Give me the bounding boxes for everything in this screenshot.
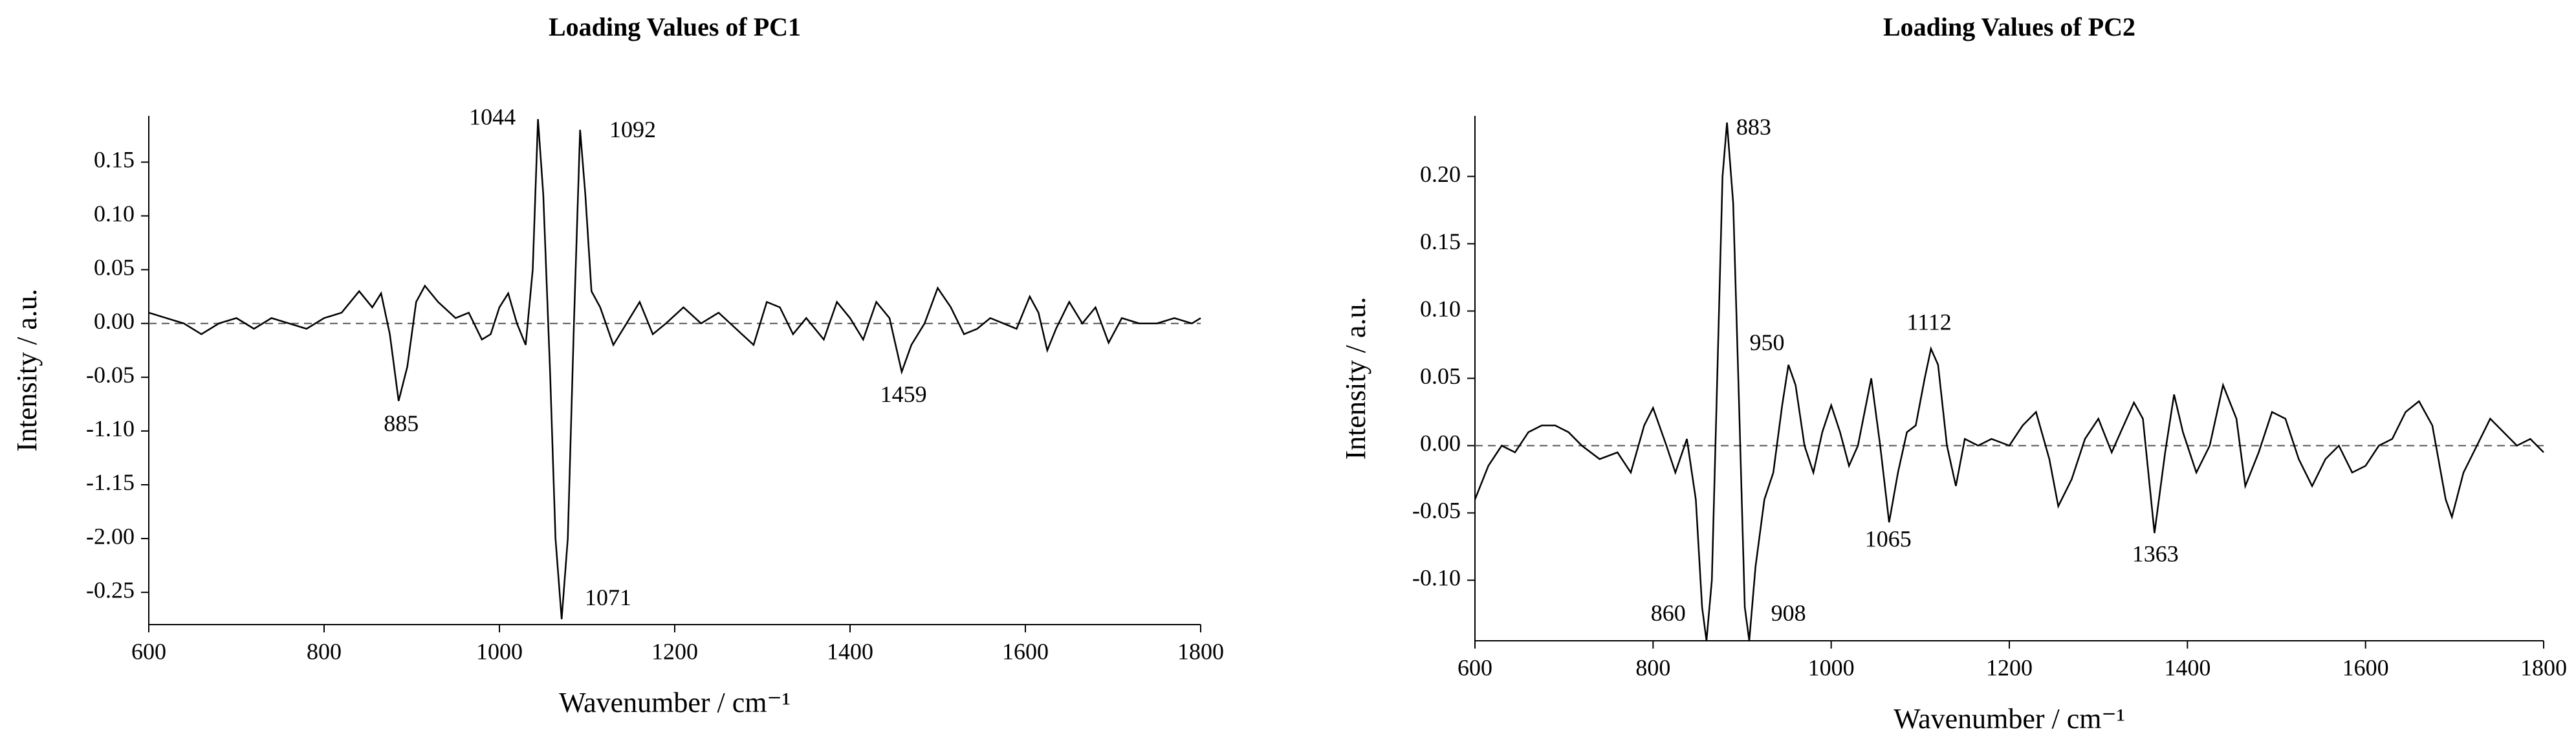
peak-label: 1363 [2132, 540, 2179, 566]
x-tick-label: 1600 [1002, 638, 1049, 664]
chart-title: Loading Values of PC2 [1883, 12, 2135, 41]
spectrum-line [1474, 122, 2544, 641]
peak-label: 860 [1651, 600, 1686, 626]
y-tick-label: -0.10 [1412, 565, 1461, 591]
peak-label: 883 [1736, 114, 1771, 140]
spectrum-line [148, 118, 1201, 619]
x-axis-label: Wavenumber / cm⁻¹ [1894, 703, 2125, 735]
x-tick-label: 1800 [1177, 638, 1224, 664]
x-tick-label: 1000 [1808, 654, 1855, 680]
peak-label: 1092 [609, 117, 656, 142]
x-tick-label: 800 [1635, 654, 1670, 680]
peak-label: 1065 [1865, 526, 1912, 551]
y-tick-label: 0.00 [1420, 430, 1461, 456]
y-tick-label: -2.00 [86, 523, 135, 549]
y-tick-label: 0.15 [1420, 228, 1461, 254]
y-tick-label: 0.20 [1420, 161, 1461, 187]
y-tick-label: -1.10 [86, 416, 135, 441]
x-tick-label: 600 [131, 638, 166, 664]
x-tick-label: 1800 [2520, 654, 2567, 680]
peak-label: 1112 [1906, 309, 1951, 335]
y-tick-label: 0.10 [1420, 296, 1461, 322]
x-tick-label: 1200 [651, 638, 698, 664]
y-axis-label: Intensity / a.u. [11, 289, 43, 452]
y-tick-label: 0.15 [94, 147, 135, 173]
x-tick-label: 1200 [1986, 654, 2033, 680]
x-tick-label: 1400 [827, 638, 873, 664]
peak-label: 1044 [469, 104, 516, 129]
x-axis-label: Wavenumber / cm⁻¹ [559, 687, 791, 718]
y-tick-label: 0.05 [94, 254, 135, 280]
peak-label: 950 [1750, 329, 1785, 355]
y-tick-label: -1.15 [86, 469, 135, 495]
y-tick-label: 0.05 [1420, 363, 1461, 389]
chart-title: Loading Values of PC1 [549, 12, 801, 41]
y-tick-label: -0.25 [86, 577, 135, 603]
x-tick-label: 600 [1457, 654, 1492, 680]
y-axis-label: Intensity / a.u. [1340, 297, 1371, 460]
x-tick-label: 800 [307, 638, 342, 664]
peak-label: 908 [1771, 600, 1806, 626]
peak-label: 1071 [585, 584, 631, 610]
x-tick-label: 1600 [2342, 654, 2389, 680]
x-tick-label: 1000 [476, 638, 523, 664]
peak-label: 885 [384, 410, 419, 436]
y-tick-label: -0.05 [1412, 498, 1461, 524]
x-tick-label: 1400 [2164, 654, 2210, 680]
y-tick-label: 0.00 [94, 308, 135, 334]
y-tick-label: 0.10 [94, 201, 135, 227]
y-tick-label: -0.05 [86, 362, 135, 388]
peak-label: 1459 [880, 381, 927, 407]
